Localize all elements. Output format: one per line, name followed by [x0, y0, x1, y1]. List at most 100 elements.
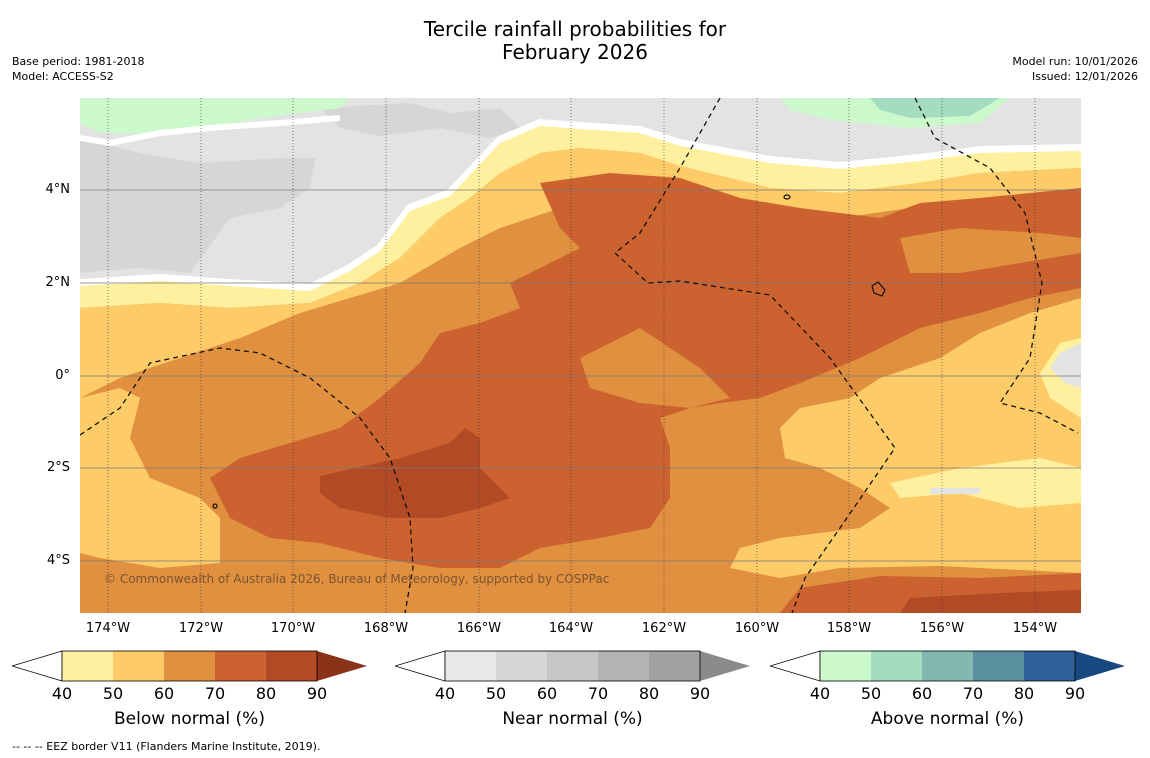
tick-near-90: 90 — [689, 684, 711, 703]
y-label-4s: 4°S — [46, 553, 70, 568]
colorbar-above-title: Above normal (%) — [870, 709, 1025, 729]
meta-right: Model run: 10/01/2026 Issued: 12/01/2026 — [1012, 54, 1138, 84]
below-normal-50-north — [80, 148, 1081, 398]
islands — [212, 194, 886, 509]
colorbar-above-over — [1075, 651, 1125, 681]
near-normal-north — [80, 98, 1081, 288]
colorbar-near-60 — [547, 651, 598, 681]
base-period: Base period: 1981-2018 — [12, 55, 145, 68]
eez-border-central — [613, 98, 896, 613]
y-label-2s: 2°S — [46, 460, 70, 475]
model-run: Model run: 10/01/2026 — [1012, 55, 1138, 68]
colorbar-near-40 — [445, 651, 496, 681]
below-normal-40-southeast — [890, 458, 1081, 508]
colorbar-near-normal — [393, 650, 755, 686]
island-west — [212, 503, 218, 509]
x-label-174w: 174°W — [85, 621, 131, 636]
x-label-170w: 170°W — [270, 621, 316, 636]
tick-below-40: 40 — [51, 684, 73, 703]
y-label-equator: 0° — [55, 368, 70, 383]
x-label-168w: 168°W — [363, 621, 409, 636]
rainfall-map — [80, 98, 1081, 613]
colorbar-below-svg — [10, 650, 367, 682]
tick-near-70: 70 — [587, 684, 609, 703]
below-normal-50-west — [80, 388, 220, 568]
y-label-2n: 2°N — [45, 275, 71, 290]
colorbar-below-70 — [215, 651, 266, 681]
white-boundary-north — [80, 118, 1081, 293]
above-normal-green-west — [80, 98, 350, 133]
map-title: Tercile rainfall probabilities for Febru… — [0, 18, 1150, 64]
map-panel — [80, 98, 1081, 613]
below-normal-50-east — [730, 298, 1081, 578]
tick-near-50: 50 — [485, 684, 507, 703]
x-label-158w: 158°W — [826, 621, 872, 636]
near-normal-50-patch-west — [80, 138, 315, 273]
tick-above-40: 40 — [809, 684, 831, 703]
tick-near-80: 80 — [638, 684, 660, 703]
model-name: Model: ACCESS-S2 — [12, 70, 114, 83]
x-label-162w: 162°W — [641, 621, 687, 636]
below-normal-80-south — [900, 590, 1081, 613]
below-normal-60-inset — [580, 328, 730, 408]
eez-footnote: -- -- -- EEZ border V11 (Flanders Marine… — [12, 740, 321, 753]
colorbar-above-svg — [768, 650, 1125, 682]
colorbar-below-80 — [266, 651, 317, 681]
x-label-164w: 164°W — [548, 621, 594, 636]
tick-above-90: 90 — [1064, 684, 1086, 703]
colorbar-near-80 — [649, 651, 700, 681]
meta-left: Base period: 1981-2018 Model: ACCESS-S2 — [12, 54, 144, 84]
colorbar-near-svg — [393, 650, 750, 682]
eez-borders — [80, 98, 1079, 613]
tick-above-50: 50 — [860, 684, 882, 703]
latitude-gridlines — [80, 189, 1081, 562]
island-north — [783, 194, 791, 200]
colorbar-below-under — [10, 650, 63, 682]
x-label-156w: 156°W — [919, 621, 965, 636]
y-label-4n: 4°N — [45, 182, 71, 197]
title-line-2: February 2026 — [502, 40, 648, 64]
below-normal-40-fringe — [80, 126, 1081, 308]
colorbar-near-title: Near normal (%) — [502, 709, 643, 729]
colorbar-above-50 — [871, 651, 922, 681]
colorbar-below-title: Below normal (%) — [114, 709, 265, 729]
tick-below-90: 90 — [306, 684, 328, 703]
tick-below-50: 50 — [102, 684, 124, 703]
colorbar-above-outline — [819, 650, 1076, 682]
colorbar-above-70 — [973, 651, 1024, 681]
below-normal-60-inset-north — [900, 228, 1081, 273]
above-normal-50-east — [870, 98, 1000, 118]
tick-below-80: 80 — [255, 684, 277, 703]
tick-near-40: 40 — [434, 684, 456, 703]
longitude-gridlines — [107, 98, 1036, 613]
tick-near-60: 60 — [536, 684, 558, 703]
tick-below-60: 60 — [153, 684, 175, 703]
below-normal-80-patch — [320, 428, 510, 518]
tick-above-70: 70 — [962, 684, 984, 703]
colorbar-above-60 — [922, 651, 973, 681]
near-normal-50-patch-north — [320, 103, 520, 138]
colorbar-below-outline — [61, 650, 318, 682]
colorbar-near-70 — [598, 651, 649, 681]
island-central-east — [871, 281, 886, 297]
x-label-154w: 154°W — [1012, 621, 1058, 636]
colorbar-below-40 — [62, 651, 113, 681]
colorbar-above-40 — [820, 651, 871, 681]
copyright-notice: © Commonwealth of Australia 2026, Bureau… — [104, 572, 610, 586]
x-label-166w: 166°W — [456, 621, 502, 636]
tick-above-60: 60 — [911, 684, 933, 703]
x-label-172w: 172°W — [178, 621, 224, 636]
colorbar-near-outline — [444, 650, 701, 682]
title-line-1: Tercile rainfall probabilities for — [423, 17, 727, 41]
tick-below-70: 70 — [204, 684, 226, 703]
colorbar-below-50 — [113, 651, 164, 681]
near-normal-southeast-sliver — [930, 488, 980, 494]
colorbar-near-over — [700, 651, 750, 681]
issued-date: Issued: 12/01/2026 — [1031, 70, 1138, 83]
colorbar-below-60 — [164, 651, 215, 681]
colorbar-above-under — [768, 650, 821, 682]
colorbar-above-80 — [1024, 651, 1075, 681]
eez-border-east — [914, 98, 1079, 434]
eez-border-west — [80, 347, 414, 613]
colorbar-below-normal — [10, 650, 372, 686]
